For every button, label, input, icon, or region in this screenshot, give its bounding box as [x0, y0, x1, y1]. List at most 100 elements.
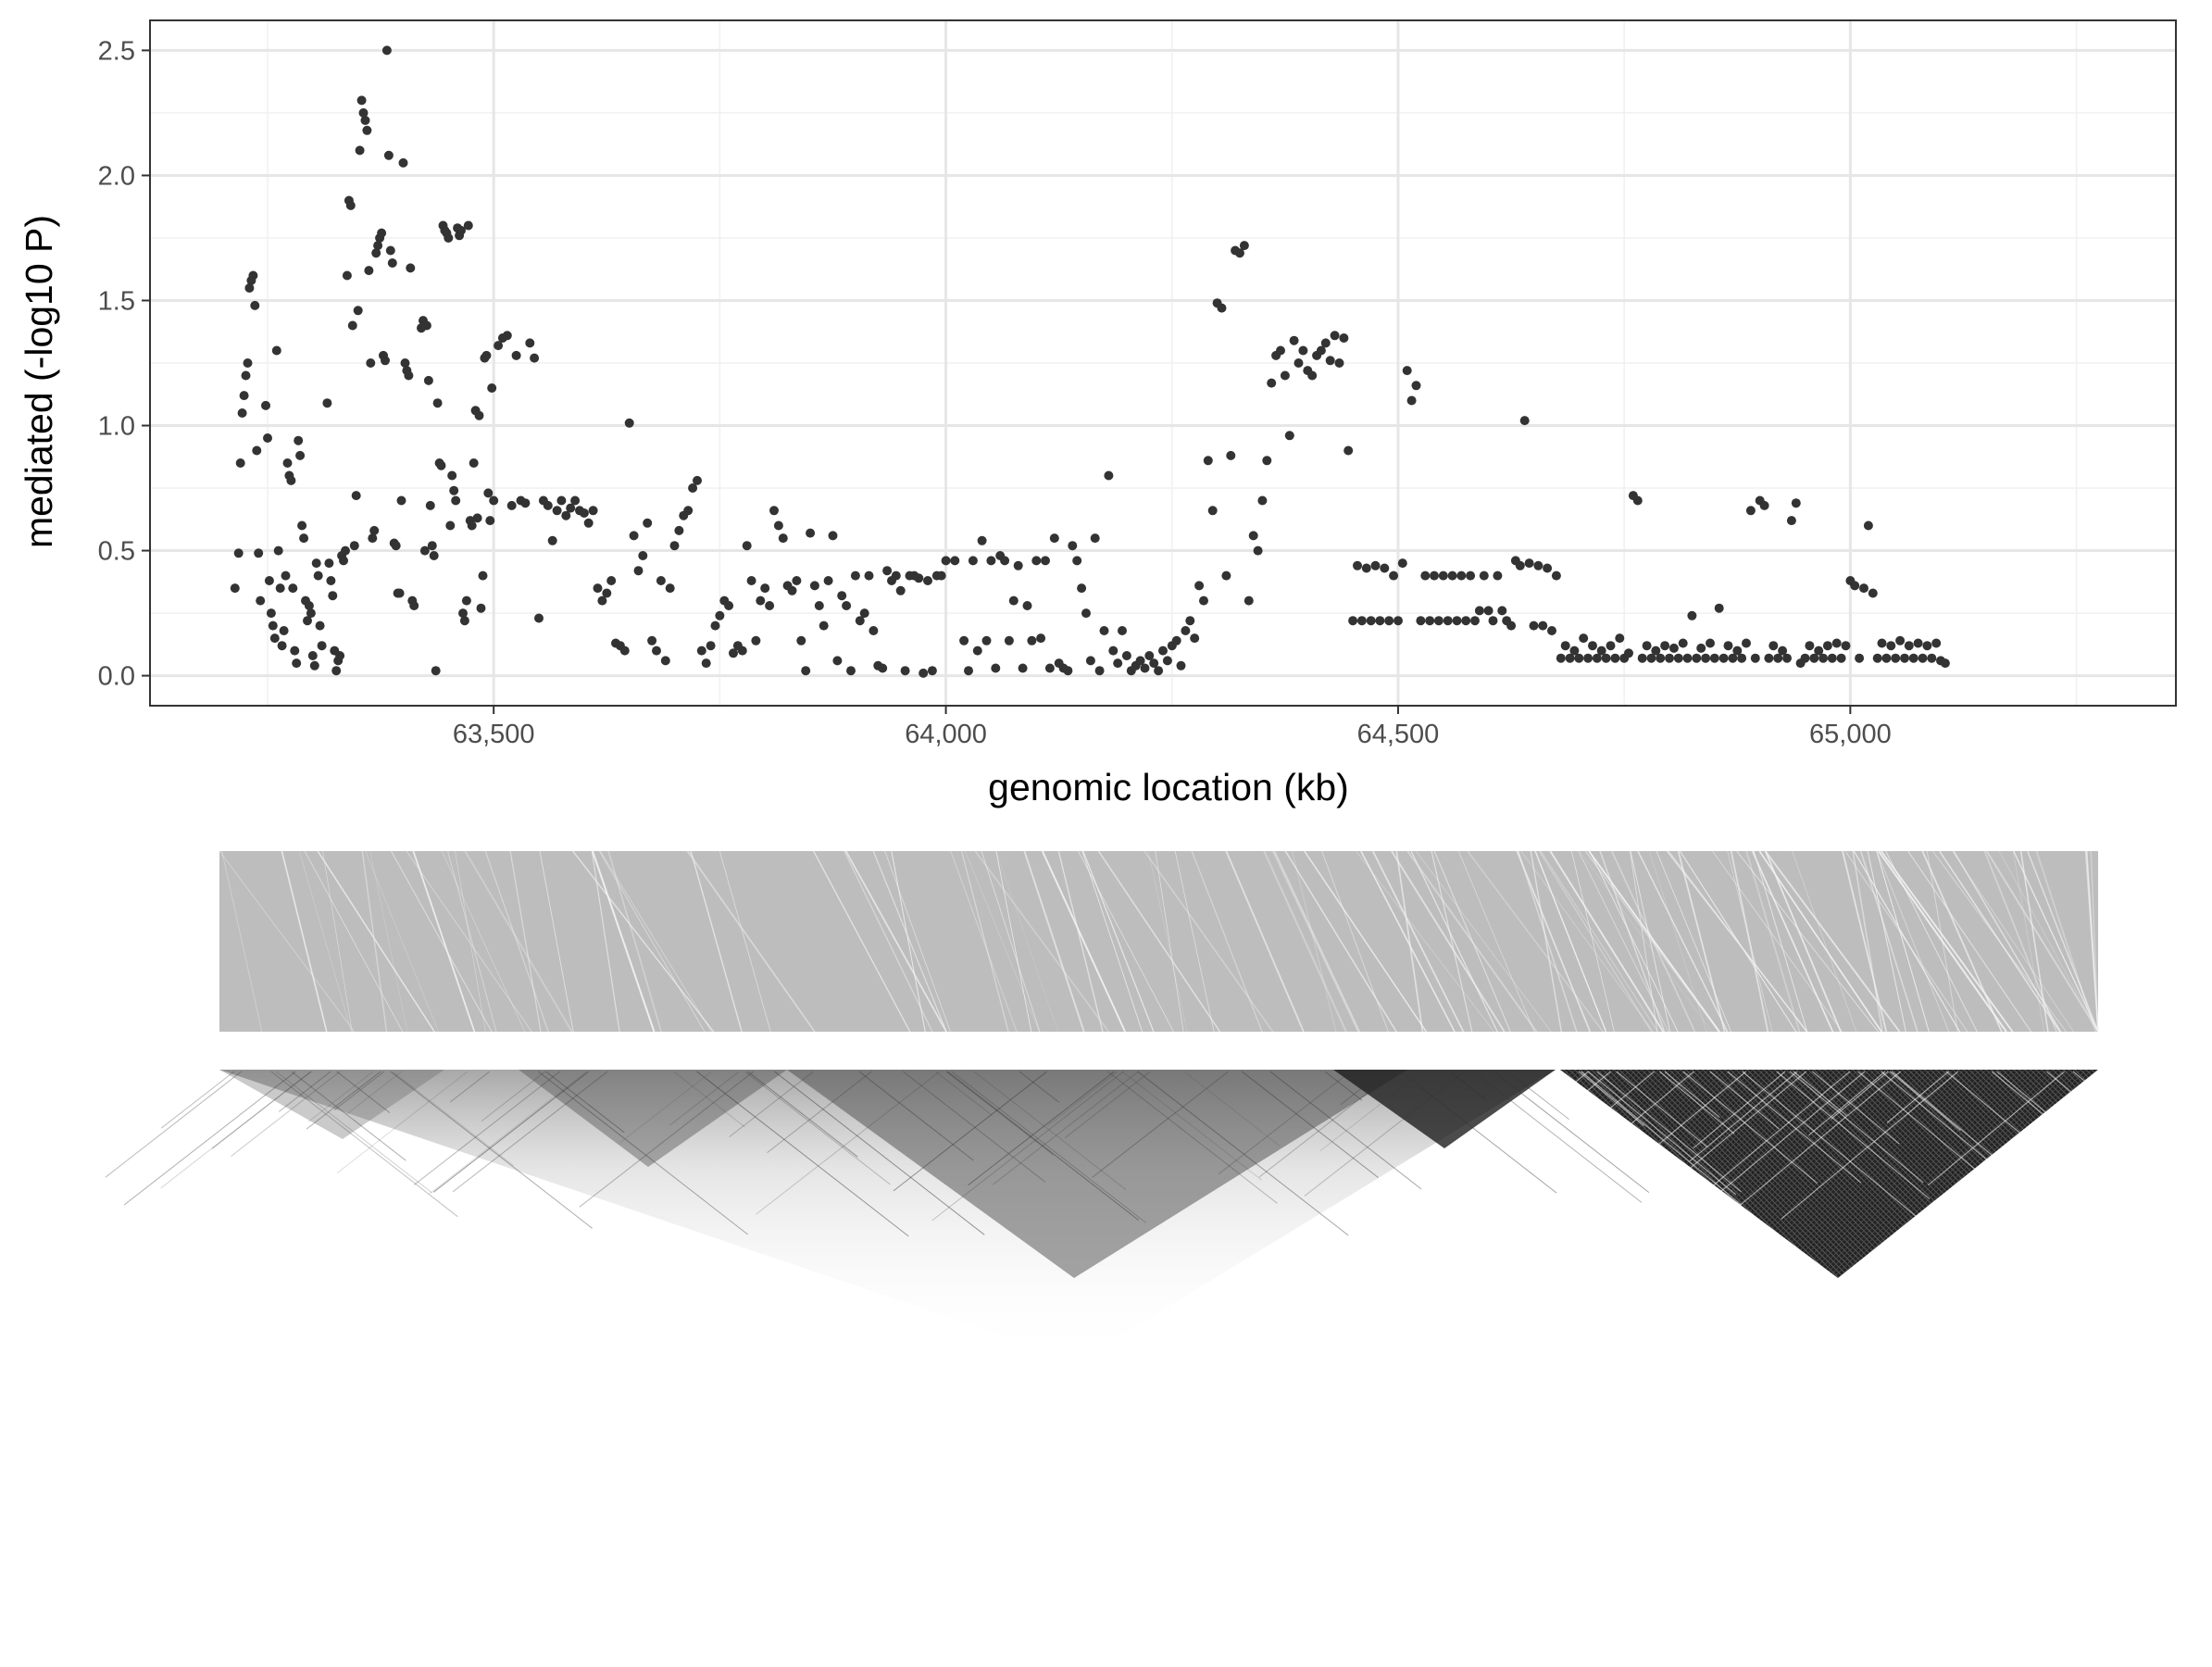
scatter-point [1904, 641, 1914, 651]
scatter-point [483, 488, 494, 498]
ld-dark-streak [333, 1071, 385, 1111]
connector-line [1876, 850, 1930, 1033]
scatter-point [1483, 606, 1493, 616]
scatter-point [1027, 635, 1037, 645]
connector-line [1191, 850, 1263, 1033]
scatter-point [1927, 653, 1937, 663]
scatter-point [1624, 648, 1633, 658]
scatter-point [1583, 653, 1593, 663]
scatter-point [864, 570, 874, 581]
ld-dark-streak [946, 1071, 1140, 1221]
scatter-point [307, 651, 318, 660]
x-tick-label: 63,500 [453, 720, 535, 749]
scatter-point [362, 125, 372, 135]
connector-line [995, 850, 1058, 1033]
connector-line [317, 850, 435, 1033]
scatter-point [394, 588, 405, 598]
scatter-point [1140, 663, 1150, 673]
scatter-point [1158, 645, 1168, 656]
scatter-point [1696, 643, 1706, 653]
scatter-point [1768, 641, 1779, 651]
scatter-point [461, 595, 471, 606]
scatter-point [1918, 653, 1928, 663]
scatter-point [1366, 616, 1376, 626]
connector-line [1764, 850, 1901, 1033]
scatter-point [1049, 533, 1059, 544]
connector-line [2084, 850, 2099, 1033]
scatter-point [277, 641, 287, 651]
scatter-point [326, 576, 336, 585]
scatter-point [1343, 445, 1354, 456]
scatter-point [250, 300, 260, 310]
connector-line [600, 850, 712, 1033]
connector-line [1677, 850, 1726, 1033]
connector-line [1272, 850, 1359, 1033]
scatter-point [1262, 456, 1272, 466]
connector-line [1155, 850, 1184, 1033]
scatter-point [1316, 345, 1326, 356]
scatter-point [281, 570, 291, 581]
scatter-point [419, 545, 430, 556]
ld-white-streak [1886, 1071, 1949, 1123]
scatter-point [311, 558, 321, 569]
scatter-point [1433, 616, 1443, 626]
connector-line [1433, 850, 1511, 1033]
scatter-point [828, 531, 838, 541]
scatter-point [279, 626, 289, 635]
scatter-point [1090, 533, 1100, 544]
scatter-point [1243, 595, 1254, 606]
scatter-point [530, 353, 540, 363]
scatter-point [449, 485, 459, 495]
ld-streaks [105, 1071, 2206, 1237]
scatter-point [1750, 653, 1760, 663]
connector-line [686, 850, 816, 1033]
connector-line [464, 850, 573, 1033]
scatter-point [1665, 653, 1674, 663]
connector-line [369, 850, 408, 1033]
scatter-point [972, 645, 982, 656]
scatter-point [855, 616, 865, 626]
scatter-point [1551, 570, 1561, 581]
scatter-point [991, 663, 1001, 673]
scatter-point [313, 570, 323, 581]
scatter-point [534, 613, 544, 623]
connector-line [598, 850, 706, 1033]
scatter-point [322, 398, 332, 408]
ld-heatmap [105, 1070, 2206, 1361]
scatter-point [396, 495, 406, 506]
scatter-point [1682, 653, 1693, 663]
connector-line [2027, 850, 2099, 1033]
scatter-point [1538, 620, 1548, 631]
scatter-point [968, 556, 978, 566]
scatter-point [1479, 570, 1489, 581]
scatter-point [1574, 653, 1584, 663]
scatter-point [1068, 541, 1078, 551]
scatter-point [494, 341, 504, 351]
scatter-point [796, 635, 806, 645]
connector-line [1078, 850, 1174, 1033]
ld-white-streak [1687, 1071, 1866, 1220]
scatter-point [398, 157, 408, 168]
scatter-point [1742, 638, 1751, 648]
scatter-point [1416, 616, 1426, 626]
connector-line [813, 850, 911, 1033]
scatter-point [295, 450, 306, 460]
ld-white-streak [1996, 1071, 2138, 1190]
scatter-point [1121, 651, 1131, 660]
scatter-point [476, 603, 486, 613]
scatter-point [1411, 381, 1421, 391]
scatter-point [1836, 653, 1846, 663]
scatter-point [1606, 641, 1616, 651]
connector-line [2013, 850, 2099, 1033]
scatter-point [660, 656, 670, 666]
connector-line [1304, 850, 1427, 1033]
scatter-point [1356, 616, 1367, 626]
connector-line [2013, 850, 2044, 1033]
scatter-point [1185, 616, 1195, 626]
scatter-point [1651, 645, 1661, 656]
scatter-point [1361, 563, 1371, 573]
scatter-point [1325, 356, 1335, 366]
scatter-point [914, 573, 924, 583]
scatter-point [647, 635, 657, 645]
